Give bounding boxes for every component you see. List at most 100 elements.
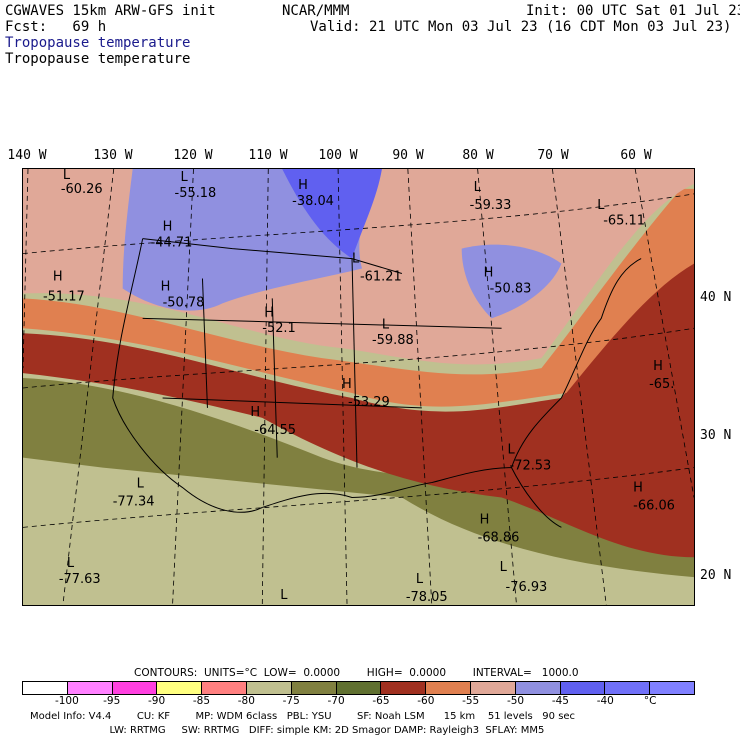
field-title: Tropopause temperature [5, 51, 191, 67]
map-mark: L [280, 588, 288, 603]
map-mark: H [633, 481, 643, 496]
lon-label-60w: 60 W [620, 148, 652, 163]
legend-swatch [246, 682, 292, 694]
model-title: CGWAVES 15km ARW-GFS init [5, 3, 216, 19]
map-mark: H [342, 377, 352, 392]
map-value: -77.34 [113, 494, 155, 509]
forecast-hour: Fcst: 69 h [5, 19, 107, 35]
map-mark: H [161, 279, 171, 294]
map-mark: L [181, 170, 189, 185]
lon-label-100w: 100 W [318, 148, 358, 163]
init-time: Init: 00 UTC Sat 01 Jul 23 [526, 3, 740, 19]
legend-tick-label: -55 [462, 695, 480, 707]
map-value: -50.78 [163, 295, 205, 310]
map-mark: L [474, 180, 482, 195]
legend-swatch [381, 682, 427, 694]
legend-tick-label: -90 [148, 695, 166, 707]
lon-label-90w: 90 W [392, 148, 424, 163]
lon-label-140w: 140 W [7, 148, 47, 163]
map-value: -72.53 [510, 459, 552, 474]
band-minus50-lakes [461, 244, 562, 319]
model-info-line2: LW: RRTMG SW: RRTMG DIFF: simple KM: 2D … [30, 725, 545, 736]
lon-label-80w: 80 W [462, 148, 494, 163]
model-info-line1: Model Info: V4.4 CU: KF MP: WDM 6class P… [30, 711, 576, 722]
legend-tick-label: -65 [372, 695, 390, 707]
map-mark: H [264, 305, 274, 320]
map-value: -44.71 [151, 236, 193, 251]
legend-tick-label: -40 [596, 695, 614, 707]
map-value: -65. [649, 377, 674, 392]
map-value: -52.1 [262, 321, 296, 336]
legend-swatch [336, 682, 382, 694]
map-mark: L [352, 252, 360, 267]
map-mark: H [163, 220, 173, 235]
map-mark: L [137, 477, 145, 492]
band-minus45 [282, 169, 382, 259]
map-mark: L [597, 198, 605, 213]
legend-tick-label: -85 [192, 695, 211, 707]
map-mark: L [500, 560, 508, 575]
legend-tick-label: °C [643, 695, 657, 707]
map-mark: L [382, 317, 390, 332]
map-value: -59.88 [372, 333, 414, 348]
legend-swatch [470, 682, 516, 694]
legend-tick-label: -75 [282, 695, 300, 707]
map-value: -77.63 [59, 572, 101, 587]
map-value: -51.17 [43, 289, 85, 304]
map-mark: L [63, 168, 71, 183]
map-mark: L [416, 572, 424, 587]
lon-label-110w: 110 W [248, 148, 288, 163]
map-value: -78.05 [406, 590, 448, 605]
color-legend [22, 681, 695, 695]
map-mark: H [653, 359, 663, 374]
map-mark: H [250, 405, 260, 420]
tropopause-temperature-map: L -60.26 L -55.18 H -38.04 L -59.33 L -6… [22, 168, 695, 606]
legend-tick-label: -80 [237, 695, 255, 707]
map-value: -76.93 [506, 580, 548, 595]
map-value: -53.29 [348, 395, 390, 410]
map-mark: H [480, 512, 490, 527]
map-value: -55.18 [175, 186, 217, 201]
legend-tick-label: -100 [54, 695, 79, 707]
legend-swatch [426, 682, 471, 694]
map-mark: H [484, 266, 494, 281]
field-title-colored: Tropopause temperature [5, 35, 191, 51]
legend-swatch [202, 682, 247, 694]
legend-swatch [112, 682, 158, 694]
lon-label-130w: 130 W [93, 148, 133, 163]
boundaries [112, 238, 642, 528]
map-value: -68.86 [478, 530, 520, 545]
lon-label-120w: 120 W [173, 148, 213, 163]
band-minus65 [23, 258, 694, 558]
band-minus70 [23, 378, 694, 578]
legend-tick-label: -45 [551, 695, 569, 707]
map-value: -50.83 [490, 281, 532, 296]
contours-info: CONTOURS: UNITS=°C LOW= 0.0000 HIGH= 0.0… [134, 667, 579, 679]
pressure-labels: L -60.26 L -55.18 H -38.04 L -59.33 L -6… [43, 168, 675, 605]
map-value: -66.06 [633, 498, 675, 513]
legend-tick-label: -50 [506, 695, 525, 707]
band-minus60 [23, 188, 694, 407]
legend-swatch [157, 682, 203, 694]
legend-swatch [650, 682, 694, 694]
map-value: -59.33 [470, 198, 512, 213]
map-value: -61.21 [360, 269, 402, 284]
legend-swatch [67, 682, 113, 694]
legend-swatch [560, 682, 606, 694]
map-value: -64.55 [254, 423, 296, 438]
map-value: -60.26 [61, 182, 103, 197]
map-mark: H [298, 178, 308, 193]
legend-tick-label: -70 [327, 695, 345, 707]
lat-label-30n: 30 N [700, 428, 732, 443]
map-value: -38.04 [292, 194, 334, 209]
organization-label: NCAR/MMM [282, 3, 350, 19]
legend-tick-label: -60 [417, 695, 435, 707]
legend-swatch [515, 682, 561, 694]
map-mark: L [67, 556, 75, 571]
lat-label-20n: 20 N [700, 568, 732, 583]
legend-swatch [605, 682, 651, 694]
legend-swatch [291, 682, 337, 694]
map-mark: H [53, 269, 63, 284]
map-mark: L [508, 443, 516, 458]
map-value: -65.11 [603, 214, 645, 229]
